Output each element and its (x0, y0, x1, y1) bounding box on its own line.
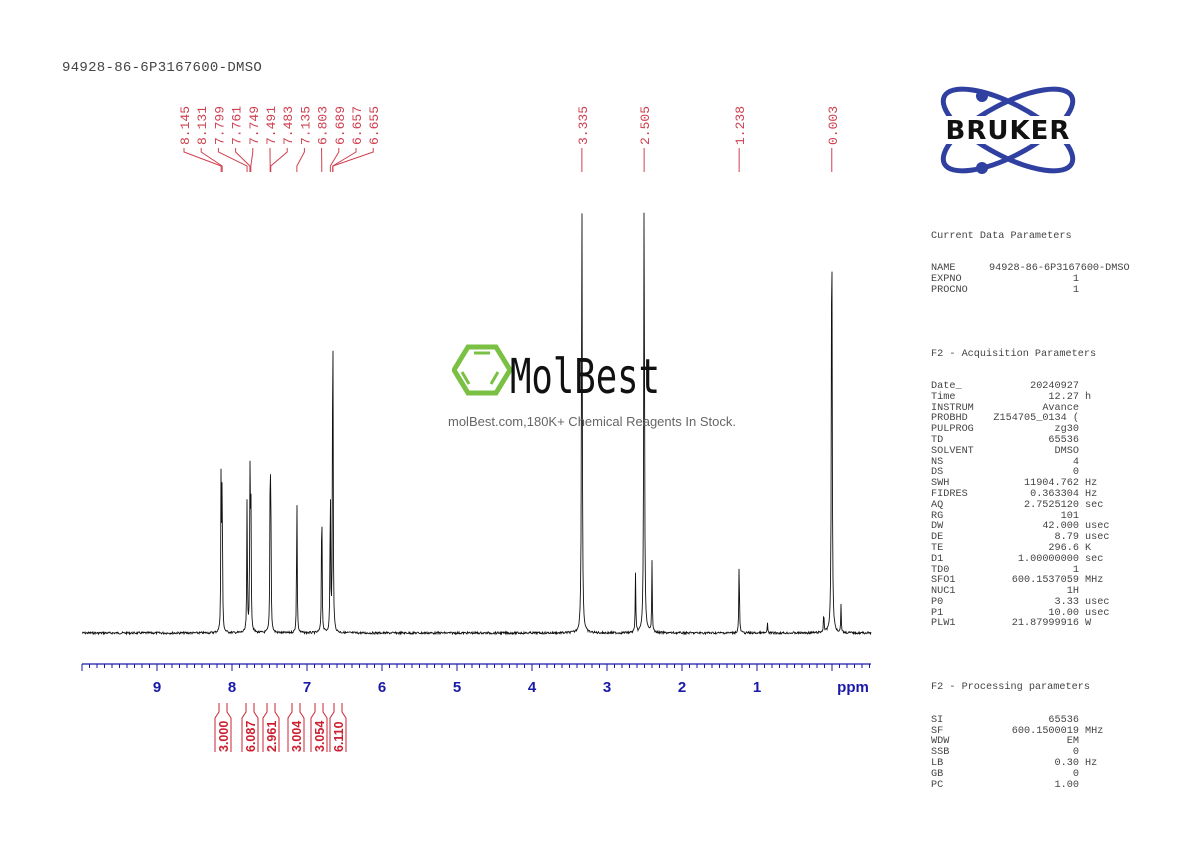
param-row-p1: P1 10.00 usec (931, 607, 1110, 619)
param-row-gb: GB 0 (931, 768, 1079, 780)
peak-labels: 8.145 8.131 7.799 7.761 7.749 7.491 7.483 7.135… (178, 106, 841, 172)
peak-label: 6.803 (316, 106, 331, 145)
param-row-pc: PC 1.00 (931, 779, 1079, 791)
peak-label: 1.238 (733, 106, 748, 145)
param-row-si: SI 65536 (931, 714, 1079, 726)
param-row-solvent: SOLVENT DMSO (931, 445, 1079, 457)
peak-label: 7.483 (281, 106, 296, 145)
x-tick-label: 1 (753, 679, 761, 696)
peak-label: 6.657 (350, 106, 365, 145)
param-row-aq: AQ 2.7525120 sec (931, 499, 1104, 511)
param-row-te: TE 296.6 K (931, 542, 1092, 554)
param-row-sfo1: SFO1 600.1537059 MHz (931, 575, 1104, 587)
molbest-tagline: molBest.com,180K+ Chemical Reagents In S… (448, 414, 736, 429)
acquisition-params-heading: F2 - Acquisition Parameters (931, 348, 1097, 360)
param-row-nuc1: NUC1 1H (931, 586, 1079, 598)
peak-label: 8.145 (178, 106, 193, 145)
peak-label: 7.749 (247, 106, 262, 145)
param-row-ssb: SSB 0 (931, 747, 1079, 759)
param-row-pulprog: PULPROG zg30 (931, 424, 1079, 436)
param-row-expno: EXPNO 1 (931, 273, 1079, 285)
param-row-p0: P0 3.33 usec (931, 596, 1110, 608)
x-axis-label: ppm (837, 679, 869, 696)
spectrum-title: 94928-86-6P3167600-DMSO (62, 60, 263, 76)
param-row-plw1: PLW1 21.87999916 W (931, 618, 1092, 630)
x-tick-label: 6 (378, 679, 386, 696)
param-row-ds: DS 0 (931, 467, 1079, 479)
peak-label: 7.491 (264, 106, 279, 145)
param-row-td: TD 65536 (931, 434, 1079, 446)
current-params-heading: Current Data Parameters (931, 230, 1072, 242)
x-tick-label: 7 (303, 679, 311, 696)
ppm-axis: 9 8 7 6 5 4 3 2 1 ppm (81, 663, 871, 696)
param-row-lb: LB 0.30 Hz (931, 758, 1098, 770)
param-row-rg: RG 101 (931, 510, 1079, 522)
x-tick-label: 2 (678, 679, 686, 696)
peak-label: 7.799 (212, 106, 227, 145)
bruker-logo: BRUKER (924, 86, 1092, 174)
parameters-panel: Current Data Parameters NAME 94928-86-6P3… (931, 210, 1130, 802)
param-row-name: NAME 94928-86-6P3167600-DMSO (931, 262, 1130, 274)
param-row-ns: NS 4 (931, 456, 1079, 468)
param-row-dw: DW 42.000 usec (931, 521, 1110, 533)
orbit-icon (940, 86, 1076, 174)
integral-value: 6.110 (332, 721, 346, 752)
x-tick-label: 8 (228, 679, 236, 696)
x-tick-label: 9 (153, 679, 161, 696)
param-row-fidres: FIDRES 0.363304 Hz (931, 488, 1098, 500)
integral-value: 3.000 (217, 721, 231, 752)
peak-label: 3.335 (576, 106, 591, 145)
peak-label: 7.761 (230, 106, 245, 145)
param-row-procno: PROCNO 1 (931, 284, 1079, 296)
param-row-date: Date_ 20240927 (931, 380, 1079, 392)
param-row-de: DE 8.79 usec (931, 532, 1110, 544)
benzene-icon (452, 344, 513, 396)
param-row-instrum: INSTRUM Avance (931, 402, 1079, 414)
integral-value: 2.961 (265, 721, 279, 752)
peak-label: 0.003 (826, 106, 841, 145)
param-row-probhd: PROBHD Z154705_0134 ( (931, 413, 1079, 425)
param-row-wdw: WDW EM (931, 736, 1079, 748)
integral-value: 3.054 (313, 721, 327, 752)
param-row-td0: TD0 1 (931, 564, 1079, 576)
molbest-watermark: MolBest (452, 344, 660, 400)
param-row-sf: SF 600.1500019 MHz (931, 725, 1104, 737)
x-tick-label: 4 (528, 679, 537, 696)
peak-label: 8.131 (195, 106, 210, 145)
integral-labels: 3.000 6.087 2.961 3.004 3.054 6.110 (214, 703, 347, 752)
peak-label: 6.689 (333, 106, 348, 145)
peak-label: 2.505 (638, 106, 653, 145)
param-row-swh: SWH 11904.762 Hz (931, 478, 1098, 490)
integral-value: 6.087 (244, 721, 258, 752)
molbest-brand: MolBest (510, 349, 660, 400)
peak-label: 6.655 (367, 106, 382, 145)
processing-params-heading: F2 - Processing parameters (931, 682, 1090, 694)
integral-value: 3.004 (290, 721, 304, 752)
spectrum-trace (81, 212, 872, 636)
bruker-text: BRUKER (946, 116, 1071, 146)
param-row-d1: D1 1.00000000 sec (931, 553, 1104, 565)
x-tick-label: 3 (603, 679, 611, 696)
peak-label: 7.135 (298, 106, 313, 145)
x-tick-label: 5 (453, 679, 461, 696)
param-row-time: Time 12.27 h (931, 391, 1092, 403)
